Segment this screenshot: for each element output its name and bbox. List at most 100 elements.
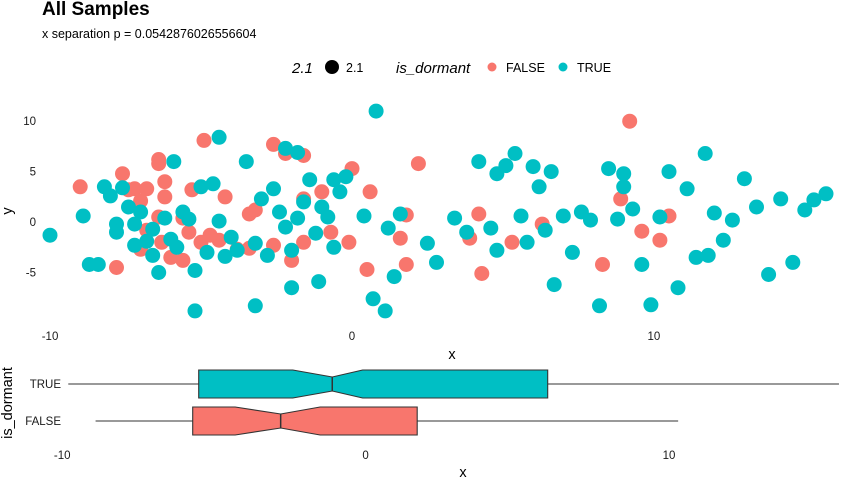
scatter-point-true <box>296 194 312 210</box>
scatter-point-true <box>797 202 813 218</box>
scatter-point-true <box>483 220 499 236</box>
scatter-point-false <box>634 223 650 239</box>
scatter-point-true <box>610 211 626 227</box>
scatter-point-false <box>139 181 155 197</box>
scatter-y-tick-label: 10 <box>23 116 36 128</box>
scatter-point-true <box>368 103 384 119</box>
scatter-point-true <box>818 186 834 202</box>
scatter-point-false <box>323 224 339 240</box>
scatter-point-false <box>398 257 414 272</box>
scatter-point-true <box>290 145 306 160</box>
scatter-point-true <box>489 166 505 182</box>
scatter-point-false <box>72 179 88 195</box>
scatter-point-true <box>284 242 300 258</box>
scatter-point-true <box>546 277 562 293</box>
scatter-point-false <box>341 234 357 250</box>
scatter-point-false <box>296 234 312 250</box>
boxplot-category-label: TRUE <box>30 379 62 391</box>
scatter-point-false <box>595 257 610 272</box>
boxplot-x-axis-label: x <box>459 465 467 480</box>
scatter-point-true <box>697 146 713 161</box>
scatter-point-true <box>145 247 161 263</box>
scatter-point-true <box>519 234 535 250</box>
scatter-point-false <box>652 232 668 248</box>
scatter-point-true <box>700 247 716 263</box>
scatter-point-false <box>392 230 408 246</box>
scatter-point-true <box>326 172 342 188</box>
scatter-point-false <box>314 184 330 200</box>
scatter-point-true <box>272 204 287 220</box>
scatter-point-true <box>187 303 203 319</box>
scatter-point-true <box>151 265 167 280</box>
legend: 2.1 2.1 is_dormant FALSE TRUE <box>291 60 611 77</box>
scatter-point-false <box>410 156 426 172</box>
scatter-point-true <box>223 229 239 245</box>
scatter-point-true <box>459 224 475 240</box>
scatter-point-true <box>670 280 686 296</box>
scatter-point-true <box>193 179 209 195</box>
legend-label-true: TRUE <box>577 61 611 75</box>
scatter-plot: -10 0 10 -5 0 5 10 x y <box>0 103 834 363</box>
boxplot-x-tick-label: 0 <box>362 450 368 462</box>
scatter-point-true <box>253 191 269 207</box>
scatter-point-true <box>290 210 306 226</box>
scatter-point-true <box>115 180 130 196</box>
scatter-point-true <box>133 204 149 220</box>
scatter-point-false <box>217 189 233 205</box>
scatter-point-true <box>736 171 752 187</box>
scatter-point-false <box>127 181 143 197</box>
scatter-point-false <box>109 260 124 275</box>
scatter-x-ticks: -10 0 10 <box>42 331 661 343</box>
scatter-point-true <box>679 181 695 197</box>
scatter-point-true <box>211 213 227 229</box>
scatter-point-false <box>175 252 191 268</box>
scatter-point-true <box>543 164 559 180</box>
boxplot-x-tick-label: 10 <box>663 450 676 462</box>
scatter-point-true <box>386 269 402 285</box>
scatter-point-false <box>474 266 490 281</box>
box-true <box>198 369 549 399</box>
box-false <box>192 406 418 436</box>
scatter-point-true <box>471 154 487 170</box>
scatter-point-true <box>109 224 124 240</box>
scatter-point-true <box>507 146 523 161</box>
scatter-point-true <box>199 244 215 260</box>
scatter-y-ticks: -5 0 5 10 <box>23 116 36 279</box>
scatter-point-true <box>583 212 598 228</box>
scatter-point-true <box>661 164 677 180</box>
scatter-point-true <box>365 291 381 307</box>
scatter-point-true <box>616 166 632 182</box>
scatter-point-true <box>715 232 731 248</box>
scatter-y-tick-label: 0 <box>30 217 36 229</box>
scatter-point-true <box>157 210 173 226</box>
scatter-point-true <box>525 159 541 175</box>
boxplot-marks <box>68 369 839 436</box>
scatter-point-false <box>181 224 197 240</box>
scatter-point-true <box>749 199 764 215</box>
scatter-point-true <box>537 222 553 238</box>
scatter-point-true <box>513 208 529 224</box>
scatter-point-true <box>181 211 197 227</box>
scatter-point-true <box>121 199 136 215</box>
scatter-point-true <box>211 129 227 145</box>
scatter-point-true <box>217 248 233 264</box>
legend-size-key <box>325 60 339 74</box>
scatter-point-true <box>356 208 372 224</box>
scatter-point-true <box>601 161 617 177</box>
scatter-point-false <box>247 202 263 218</box>
scatter-point-true <box>643 297 659 313</box>
scatter-point-false <box>362 184 378 200</box>
scatter-point-false <box>115 166 130 182</box>
scatter-point-true <box>42 227 58 243</box>
chart-subtitle: x separation p = 0.0542876026556604 <box>42 27 256 41</box>
scatter-point-true <box>380 220 396 236</box>
scatter-point-true <box>311 274 327 290</box>
scatter-point-true <box>773 191 789 207</box>
scatter-point-false <box>504 234 520 250</box>
scatter-point-true <box>761 267 777 282</box>
scatter-point-true <box>187 263 203 278</box>
scatter-point-true <box>284 280 300 296</box>
scatter-point-true <box>377 303 393 319</box>
scatter-point-false <box>471 206 487 222</box>
